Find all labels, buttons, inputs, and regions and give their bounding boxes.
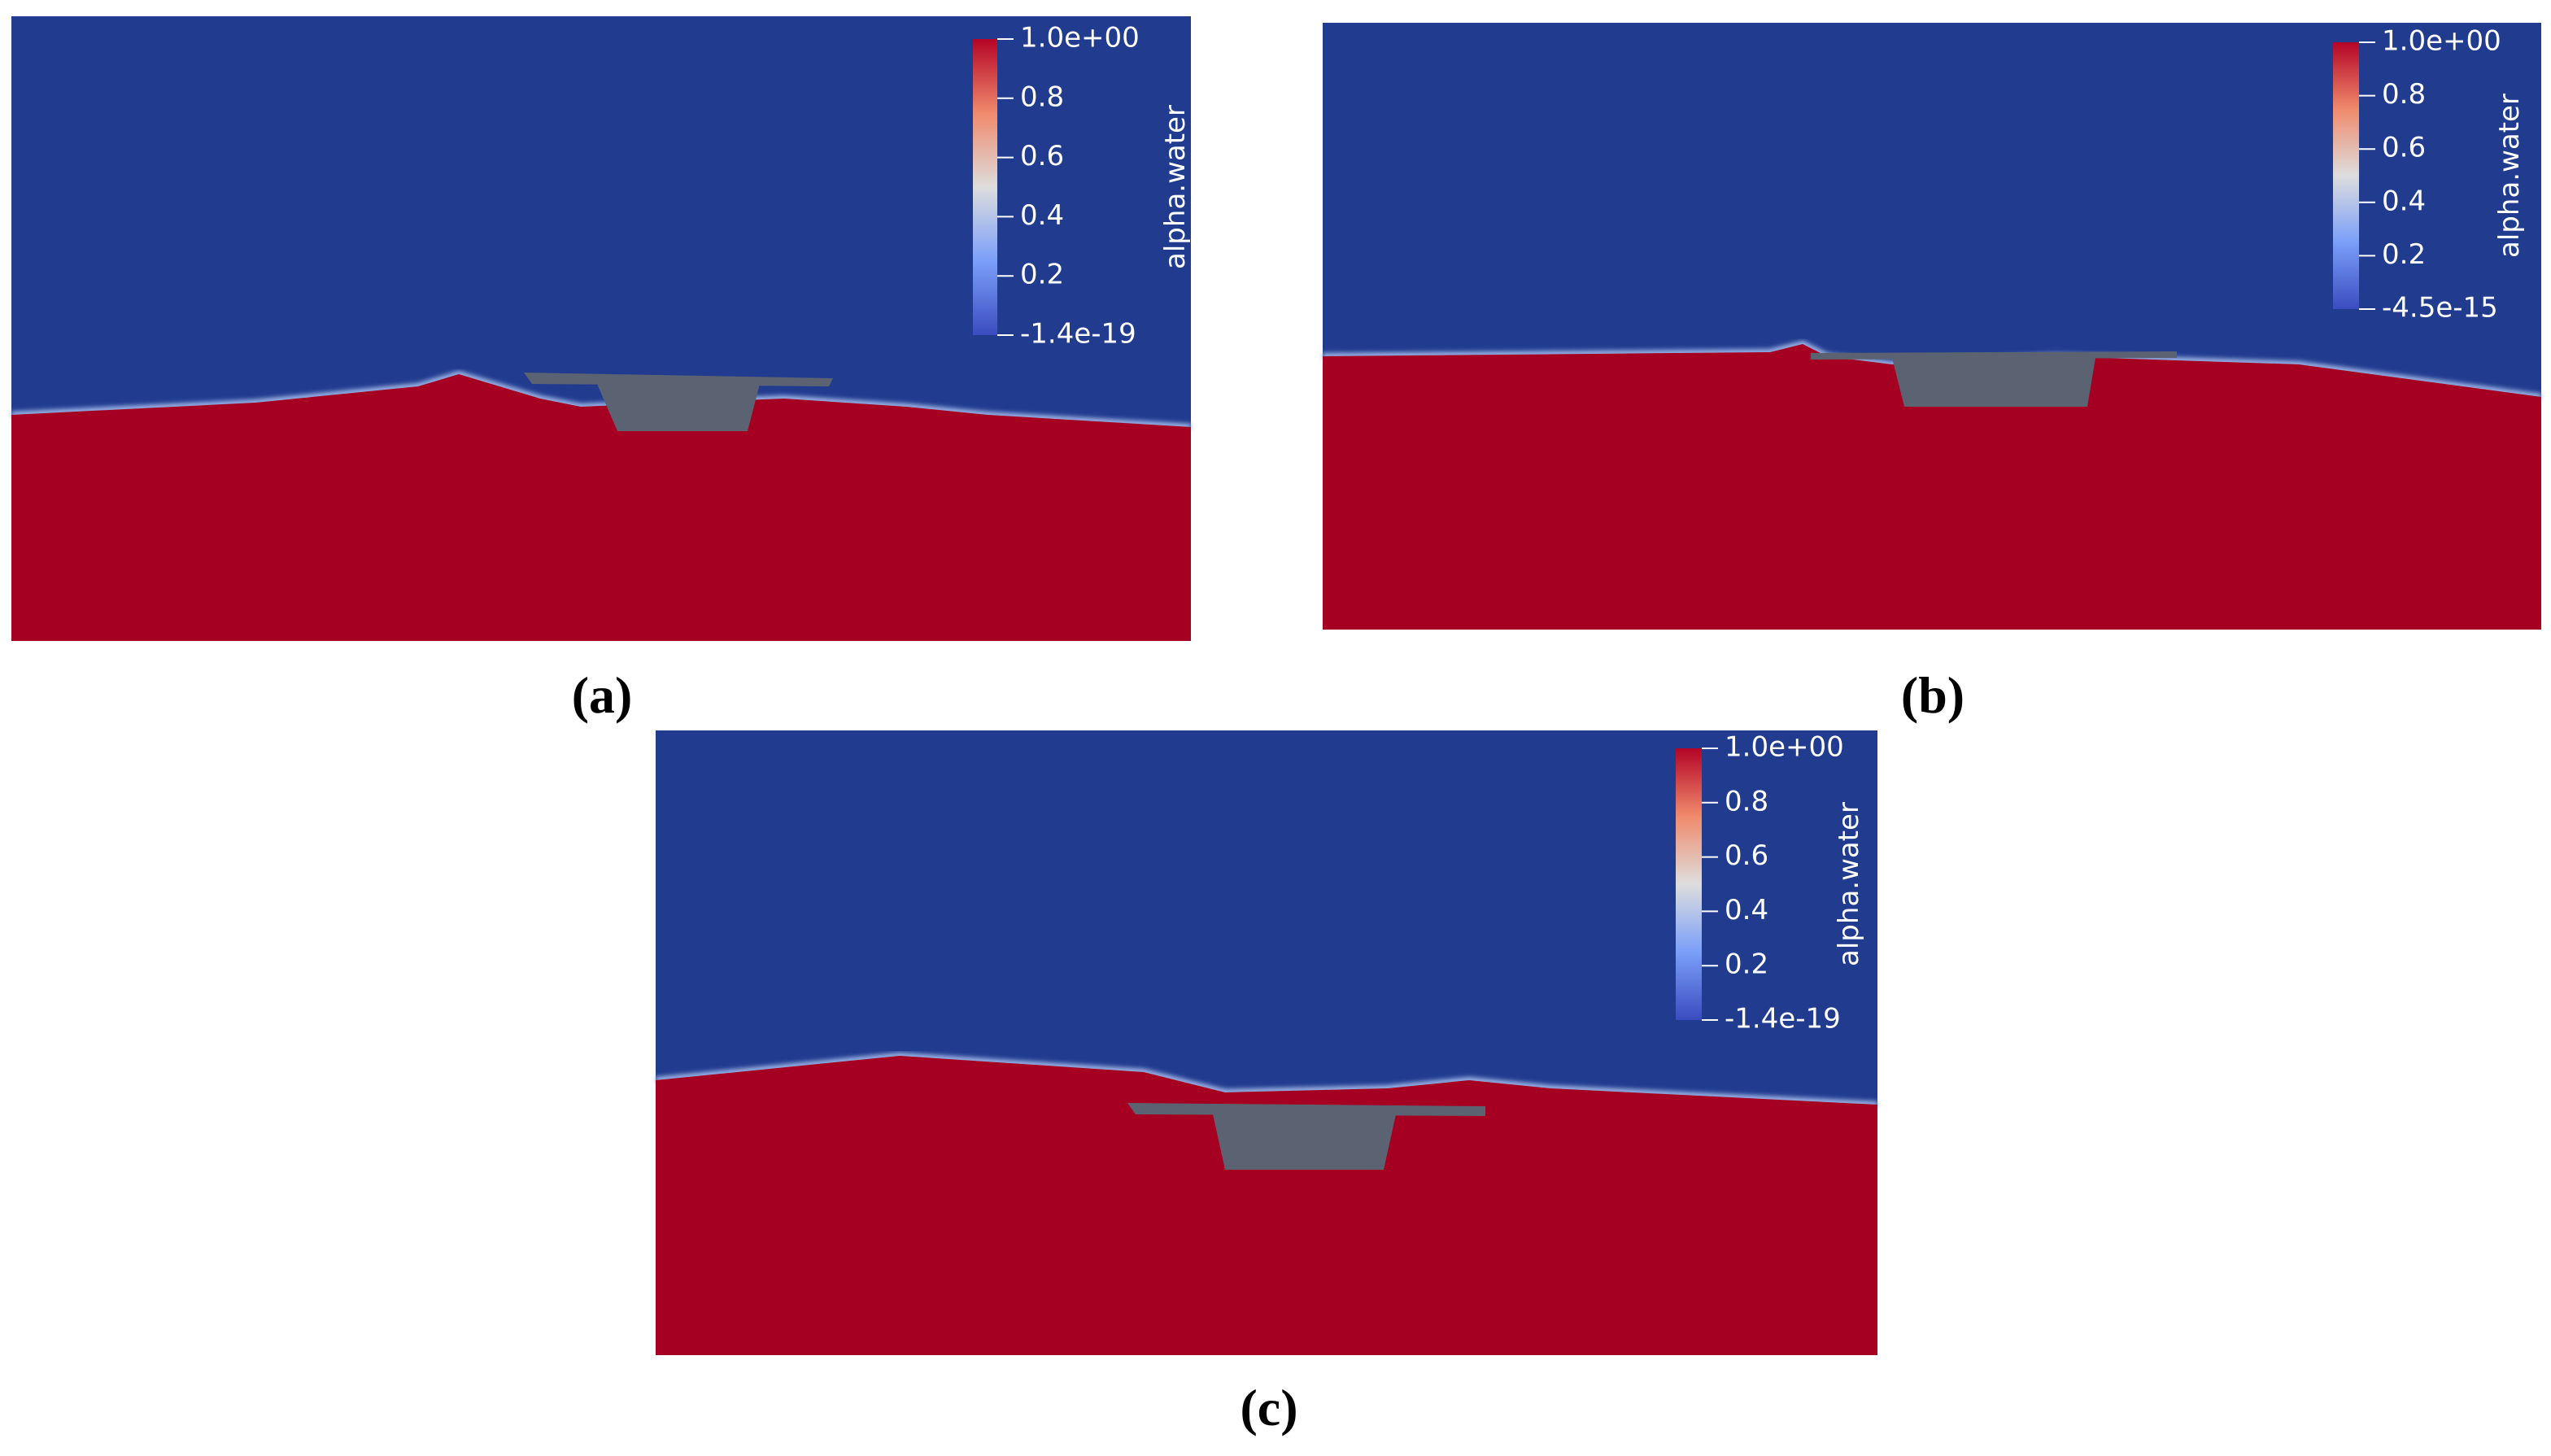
colorbar-tick-label: 0.2 <box>1020 259 1064 291</box>
panel-label: (c) <box>1240 1379 1297 1436</box>
colorbar-tick-label: 0.8 <box>1725 785 1768 817</box>
panel: 1.0e+00 0.8 0.6 0.4 0.2 -1.4e-19 alpha.water <box>655 730 1878 1355</box>
colorbar-title: alpha.water <box>1159 105 1192 269</box>
structure-deck <box>1811 351 2177 360</box>
colorbar-tick-label: 1.0e+00 <box>1725 731 1844 764</box>
water-region <box>1323 344 2541 630</box>
colorbar-tick-label: 1.0e+00 <box>2382 25 2501 58</box>
water-region <box>656 1056 1877 1355</box>
colorbar-tick-label: 0.2 <box>1725 948 1768 981</box>
structure-deck <box>1127 1103 1485 1116</box>
colorbar-tick-label: 0.8 <box>1020 81 1064 113</box>
colorbar <box>1676 748 1702 1020</box>
colorbar-tick-label: 1.0e+00 <box>1020 22 1140 54</box>
panel-label: (b) <box>1901 666 1964 724</box>
colorbar-tick-label: 0.6 <box>1725 839 1768 872</box>
colorbar-tick-label: -4.5e-15 <box>2382 292 2498 325</box>
colorbar <box>2333 42 2359 309</box>
colorbar-tick-label: -1.4e-19 <box>1725 1003 1841 1035</box>
colorbar-title: alpha.water <box>1833 802 1865 966</box>
colorbar-tick-label: 0.6 <box>1020 140 1064 172</box>
colorbar-tick-label: 0.4 <box>2382 185 2426 217</box>
colorbar-tick-label: 0.2 <box>2382 238 2426 271</box>
colorbar-tick-label: 0.8 <box>2382 78 2426 111</box>
structure-body <box>597 384 760 431</box>
structure-body <box>1892 358 2095 407</box>
structure-deck <box>524 373 833 386</box>
structure-body <box>1213 1114 1396 1170</box>
panel: 1.0e+00 0.8 0.6 0.4 0.2 -4.5e-15 alpha.water <box>1322 23 2542 630</box>
colorbar-tick-label: -1.4e-19 <box>1020 318 1136 351</box>
panel-label: (a) <box>572 666 633 724</box>
water-region <box>11 374 1191 641</box>
panel: 1.0e+00 0.8 0.6 0.4 0.2 -1.4e-19 alpha.water <box>11 16 1192 641</box>
colorbar-title: alpha.water <box>2493 94 2526 258</box>
colorbar <box>973 39 997 335</box>
colorbar-tick-label: 0.4 <box>1725 894 1768 926</box>
colorbar-tick-label: 0.6 <box>2382 132 2426 164</box>
colorbar-tick-label: 0.4 <box>1020 199 1064 232</box>
